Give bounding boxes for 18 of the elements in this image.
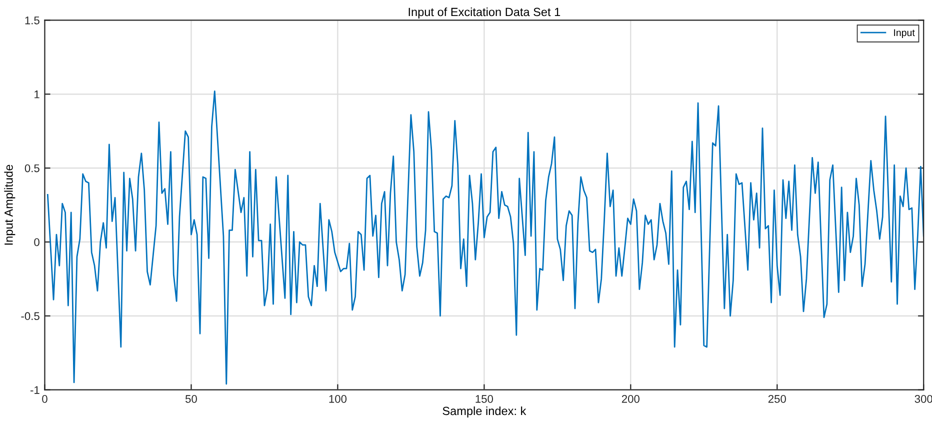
x-tick-label: 300 xyxy=(914,395,932,403)
x-tick-label: 250 xyxy=(768,395,786,403)
line-series xyxy=(46,90,924,385)
y-tick-label: 1.5 xyxy=(25,16,40,24)
legend-label: Input xyxy=(894,29,915,38)
x-axis-title: Sample index: k xyxy=(442,406,526,418)
x-tick-label: 50 xyxy=(185,395,197,403)
y-tick-label: 0.5 xyxy=(24,164,40,172)
y-axis-title: Input Amplitude xyxy=(4,164,16,245)
x-tick-label: 100 xyxy=(329,395,347,403)
x-tick-label: 150 xyxy=(476,395,494,403)
y-tick-label: -0.5 xyxy=(21,312,40,320)
chart-title: Input of Excitation Data Set 1 xyxy=(408,7,560,18)
x-tick-label: 0 xyxy=(42,395,48,403)
y-tick-label: -1 xyxy=(30,386,40,394)
y-tick-label: 0 xyxy=(34,238,40,246)
x-tick-label: 200 xyxy=(622,395,640,403)
y-tick-label: 1 xyxy=(34,90,40,98)
